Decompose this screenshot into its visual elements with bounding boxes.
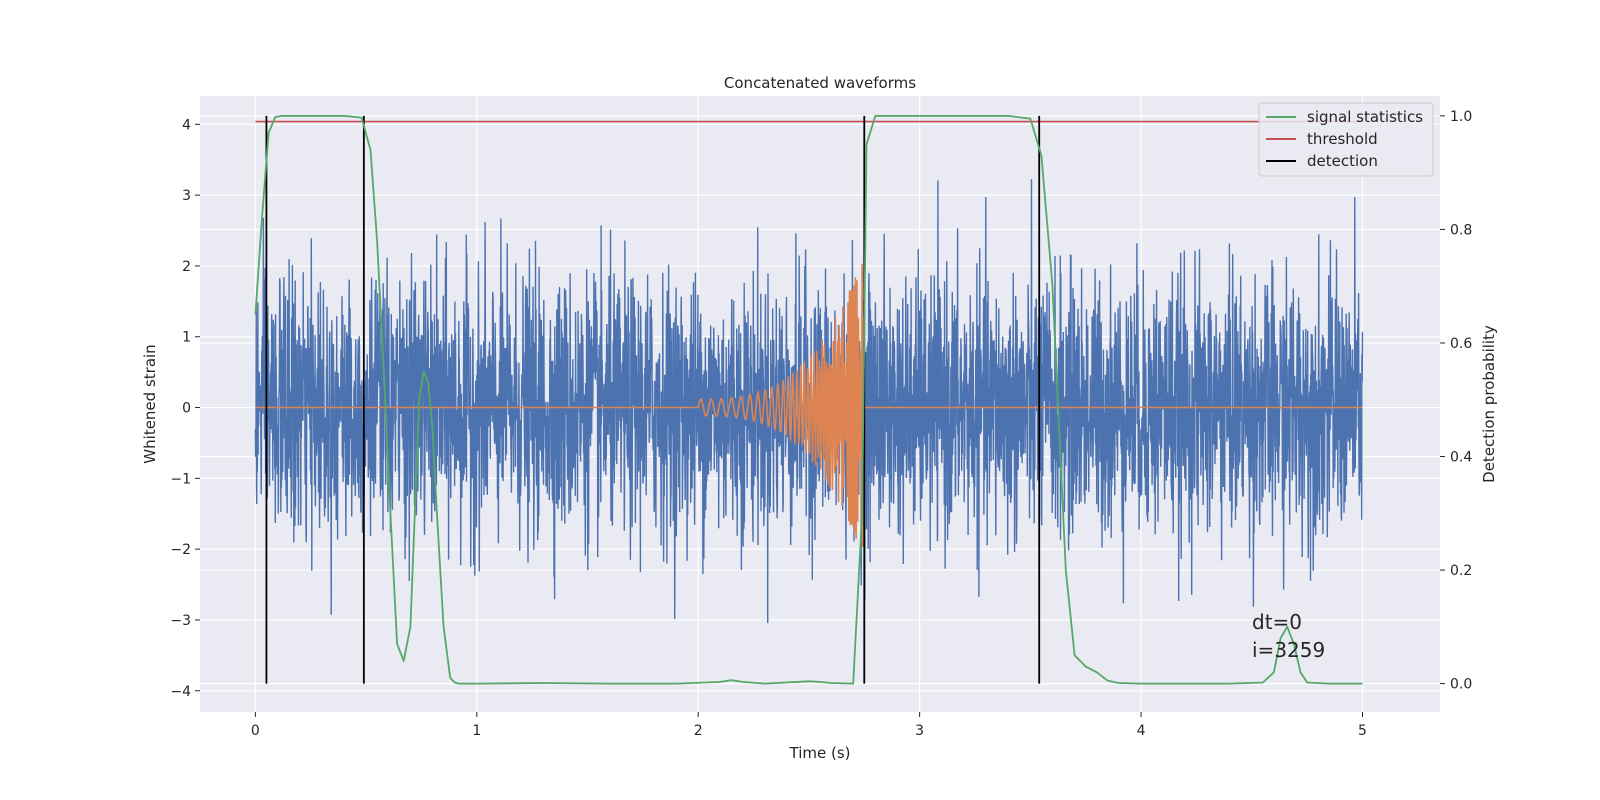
y2-tick-label: 0.0 — [1450, 677, 1472, 693]
y2-tick-label: 0.2 — [1450, 563, 1472, 579]
y2-tick-label: 0.8 — [1450, 222, 1472, 238]
injection-line — [255, 263, 1363, 548]
annotation-dt: dt=0 — [1252, 610, 1302, 634]
x-axis-label: Time (s) — [789, 744, 851, 762]
series-layer — [254, 115, 1364, 685]
y-tick-label: −1 — [170, 471, 191, 487]
y-tick-label: −3 — [170, 613, 191, 629]
y-tick-label: 3 — [182, 188, 191, 204]
y-tick-label: 4 — [182, 117, 191, 133]
x-tick-label: 5 — [1358, 723, 1367, 739]
y-tick-label: 0 — [182, 401, 191, 417]
axes: 0 1 2 3 4 5 −4 −3 −2 −1 0 1 2 3 4 0.0 0.2 0.4 0.6 0.8 1.0 — [170, 109, 1472, 739]
y2-tick-label: 1.0 — [1450, 109, 1472, 125]
x-tick-label: 4 — [1137, 723, 1146, 739]
annotation: dt=0 i=3259 — [1252, 610, 1325, 662]
legend-label-detection: detection — [1307, 152, 1378, 170]
legend-label-threshold: threshold — [1307, 130, 1378, 148]
chart-title: Concatenated waveforms — [724, 74, 916, 92]
legend: signal statistics threshold detection — [1258, 102, 1434, 177]
x-tick-label: 3 — [915, 723, 924, 739]
y-tick-label: 1 — [182, 330, 191, 346]
x-tick-label: 1 — [472, 723, 481, 739]
annotation-i: i=3259 — [1252, 638, 1325, 662]
legend-box — [1258, 102, 1434, 177]
signal-statistics-line — [254, 115, 1363, 685]
y-tick-label: 2 — [182, 259, 191, 275]
y-axis-label: Whitened strain — [141, 344, 159, 463]
legend-label-signal-statistics: signal statistics — [1307, 108, 1423, 126]
x-tick-label: 2 — [694, 723, 703, 739]
y-tick-label: −2 — [170, 542, 191, 558]
y2-tick-label: 0.4 — [1450, 450, 1472, 466]
y2-tick-label: 0.6 — [1450, 336, 1472, 352]
y2-axis-label: Detection probability — [1480, 325, 1498, 483]
x-tick-label: 0 — [251, 723, 260, 739]
y-tick-label: −4 — [170, 684, 191, 700]
